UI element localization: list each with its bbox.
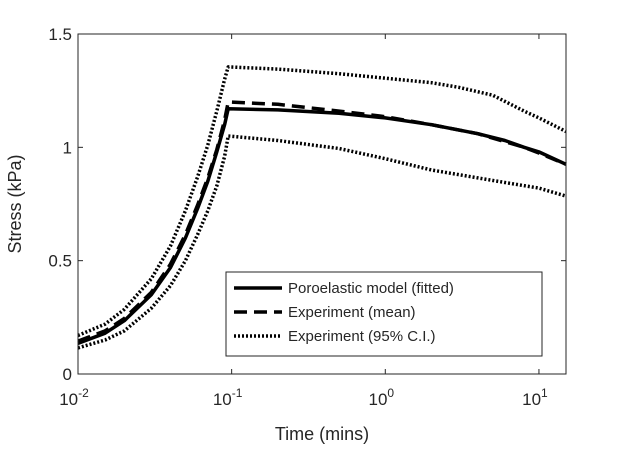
x-tick-label: 10-2 (59, 386, 89, 409)
y-tick-label: 0.5 (48, 252, 72, 271)
legend-label: Poroelastic model (fitted) (288, 280, 454, 297)
axes-box (77, 33, 567, 375)
series-line-3 (77, 65, 567, 338)
series-line-4 (77, 134, 567, 350)
legend-box (225, 271, 543, 357)
y-tick-label: 1.5 (48, 25, 72, 44)
tick-layer: 10-2 10-1 100 101 0 0.5 1 1.5 (48, 25, 566, 409)
legend: Poroelastic model (fitted) Experiment (me… (225, 271, 543, 357)
series-layer (77, 65, 567, 350)
x-tick-label: 101 (522, 386, 548, 409)
legend-label: Experiment (mean) (288, 304, 416, 321)
y-axis-label: Stress (kPa) (5, 154, 25, 253)
y-tick-label: 0 (63, 365, 72, 384)
x-tick-label: 100 (368, 386, 394, 409)
x-tick-label: 10-1 (213, 386, 243, 409)
legend-label: Experiment (95% C.I.) (288, 328, 436, 345)
x-axis-label: Time (mins) (275, 424, 369, 444)
y-tick-label: 1 (63, 138, 72, 157)
series-line-2 (77, 100, 567, 343)
legend-items: Poroelastic model (fitted) Experiment (me… (234, 280, 454, 345)
